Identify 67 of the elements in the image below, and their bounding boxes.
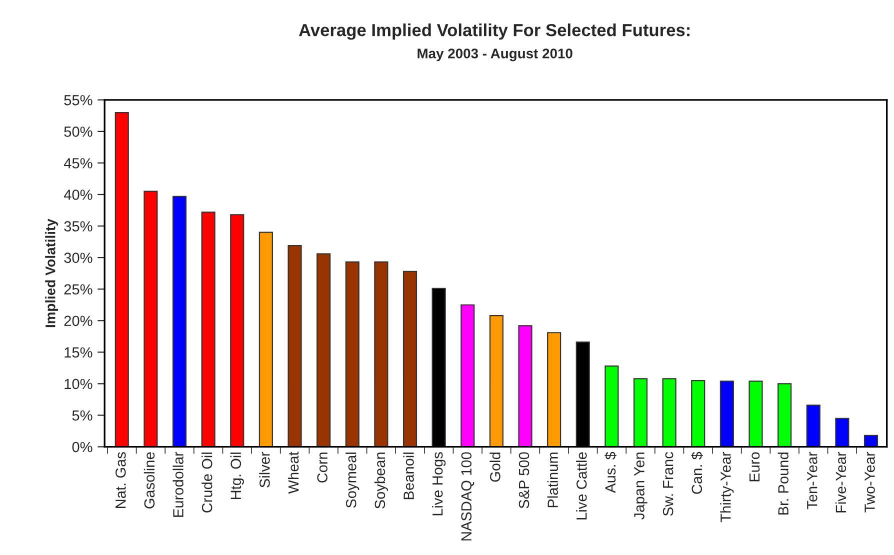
x-tick-label: Br. Pound	[778, 452, 788, 514]
bar	[114, 112, 129, 447]
x-tick-label: Nat. Gas	[115, 452, 126, 508]
chart-title: Average Implied Volatility For Selected Futures:	[298, 23, 690, 40]
x-tick-label: Thirty-Year	[720, 452, 734, 522]
bar	[633, 378, 648, 447]
y-tick-label: 5%	[72, 410, 92, 421]
x-tick-label: Euro	[749, 452, 760, 482]
x-tick-label: Platinum	[547, 452, 558, 508]
y-tick-label: 50%	[64, 126, 92, 137]
y-tick-label: 10%	[64, 378, 92, 390]
bar	[835, 418, 850, 447]
bar	[230, 214, 244, 447]
bar	[172, 196, 187, 447]
x-tick-label: Silver	[259, 452, 270, 488]
y-axis-title: Implied Volatility	[45, 218, 58, 328]
y-tick-label: 45%	[64, 158, 92, 168]
x-tick-label: Two-Year	[864, 452, 875, 512]
x-tick-label: Ten-Year	[807, 452, 818, 510]
y-tick-label: 55%	[64, 95, 92, 106]
bar	[144, 190, 158, 447]
y-tick-label: 15%	[64, 347, 92, 358]
bar	[374, 261, 388, 447]
x-tick-label: Live Cattle	[576, 452, 587, 520]
x-tick-label: Japan Yen	[634, 452, 648, 520]
y-tick-label: 25%	[64, 284, 92, 295]
bar	[316, 253, 331, 447]
bar	[662, 378, 676, 447]
bar	[518, 325, 532, 447]
bar	[547, 332, 562, 447]
x-tick-label: Five-Year	[835, 452, 846, 512]
bar	[201, 212, 216, 447]
bar	[864, 434, 878, 447]
x-tick-label: Soybean	[374, 452, 388, 509]
bar	[288, 245, 302, 447]
bar	[258, 232, 273, 447]
bar	[806, 404, 820, 447]
x-tick-label: Htg. Oil	[230, 452, 244, 500]
x-tick-label: Beanoil	[403, 452, 414, 500]
x-tick-label: Gold	[490, 452, 500, 482]
bar	[748, 380, 763, 447]
bar	[460, 304, 475, 447]
x-tick-label: Wheat	[288, 452, 299, 494]
x-tick-label: Live Hogs	[432, 452, 446, 516]
x-tick-label: Crude Oil	[202, 452, 212, 512]
x-tick-label: Sw. Franc	[662, 452, 674, 516]
y-tick-label: 35%	[64, 221, 92, 232]
y-tick-label: 40%	[64, 190, 92, 200]
y-tick-label: 30%	[64, 252, 92, 263]
bar	[778, 383, 792, 447]
y-tick-label: 0%	[72, 442, 92, 452]
x-tick-label: Can. $	[691, 452, 703, 494]
x-tick-label: Eurodollar	[172, 452, 184, 517]
x-tick-label: NASDAQ 100	[461, 452, 474, 540]
bar	[691, 380, 706, 447]
x-tick-label: S&P 500	[518, 452, 530, 508]
x-tick-label: Corn	[317, 452, 328, 483]
bar	[720, 380, 734, 447]
x-tick-label: Soymeal	[346, 452, 360, 508]
y-tick-label: 20%	[64, 316, 92, 326]
x-tick-label: Aus. $	[604, 452, 616, 493]
bar	[489, 315, 504, 447]
bar	[604, 365, 619, 447]
x-tick-label: Gasoline	[144, 452, 155, 508]
chart-subtitle: May 2003 - August 2010	[418, 48, 572, 62]
bar	[345, 261, 360, 447]
bar	[402, 270, 418, 447]
